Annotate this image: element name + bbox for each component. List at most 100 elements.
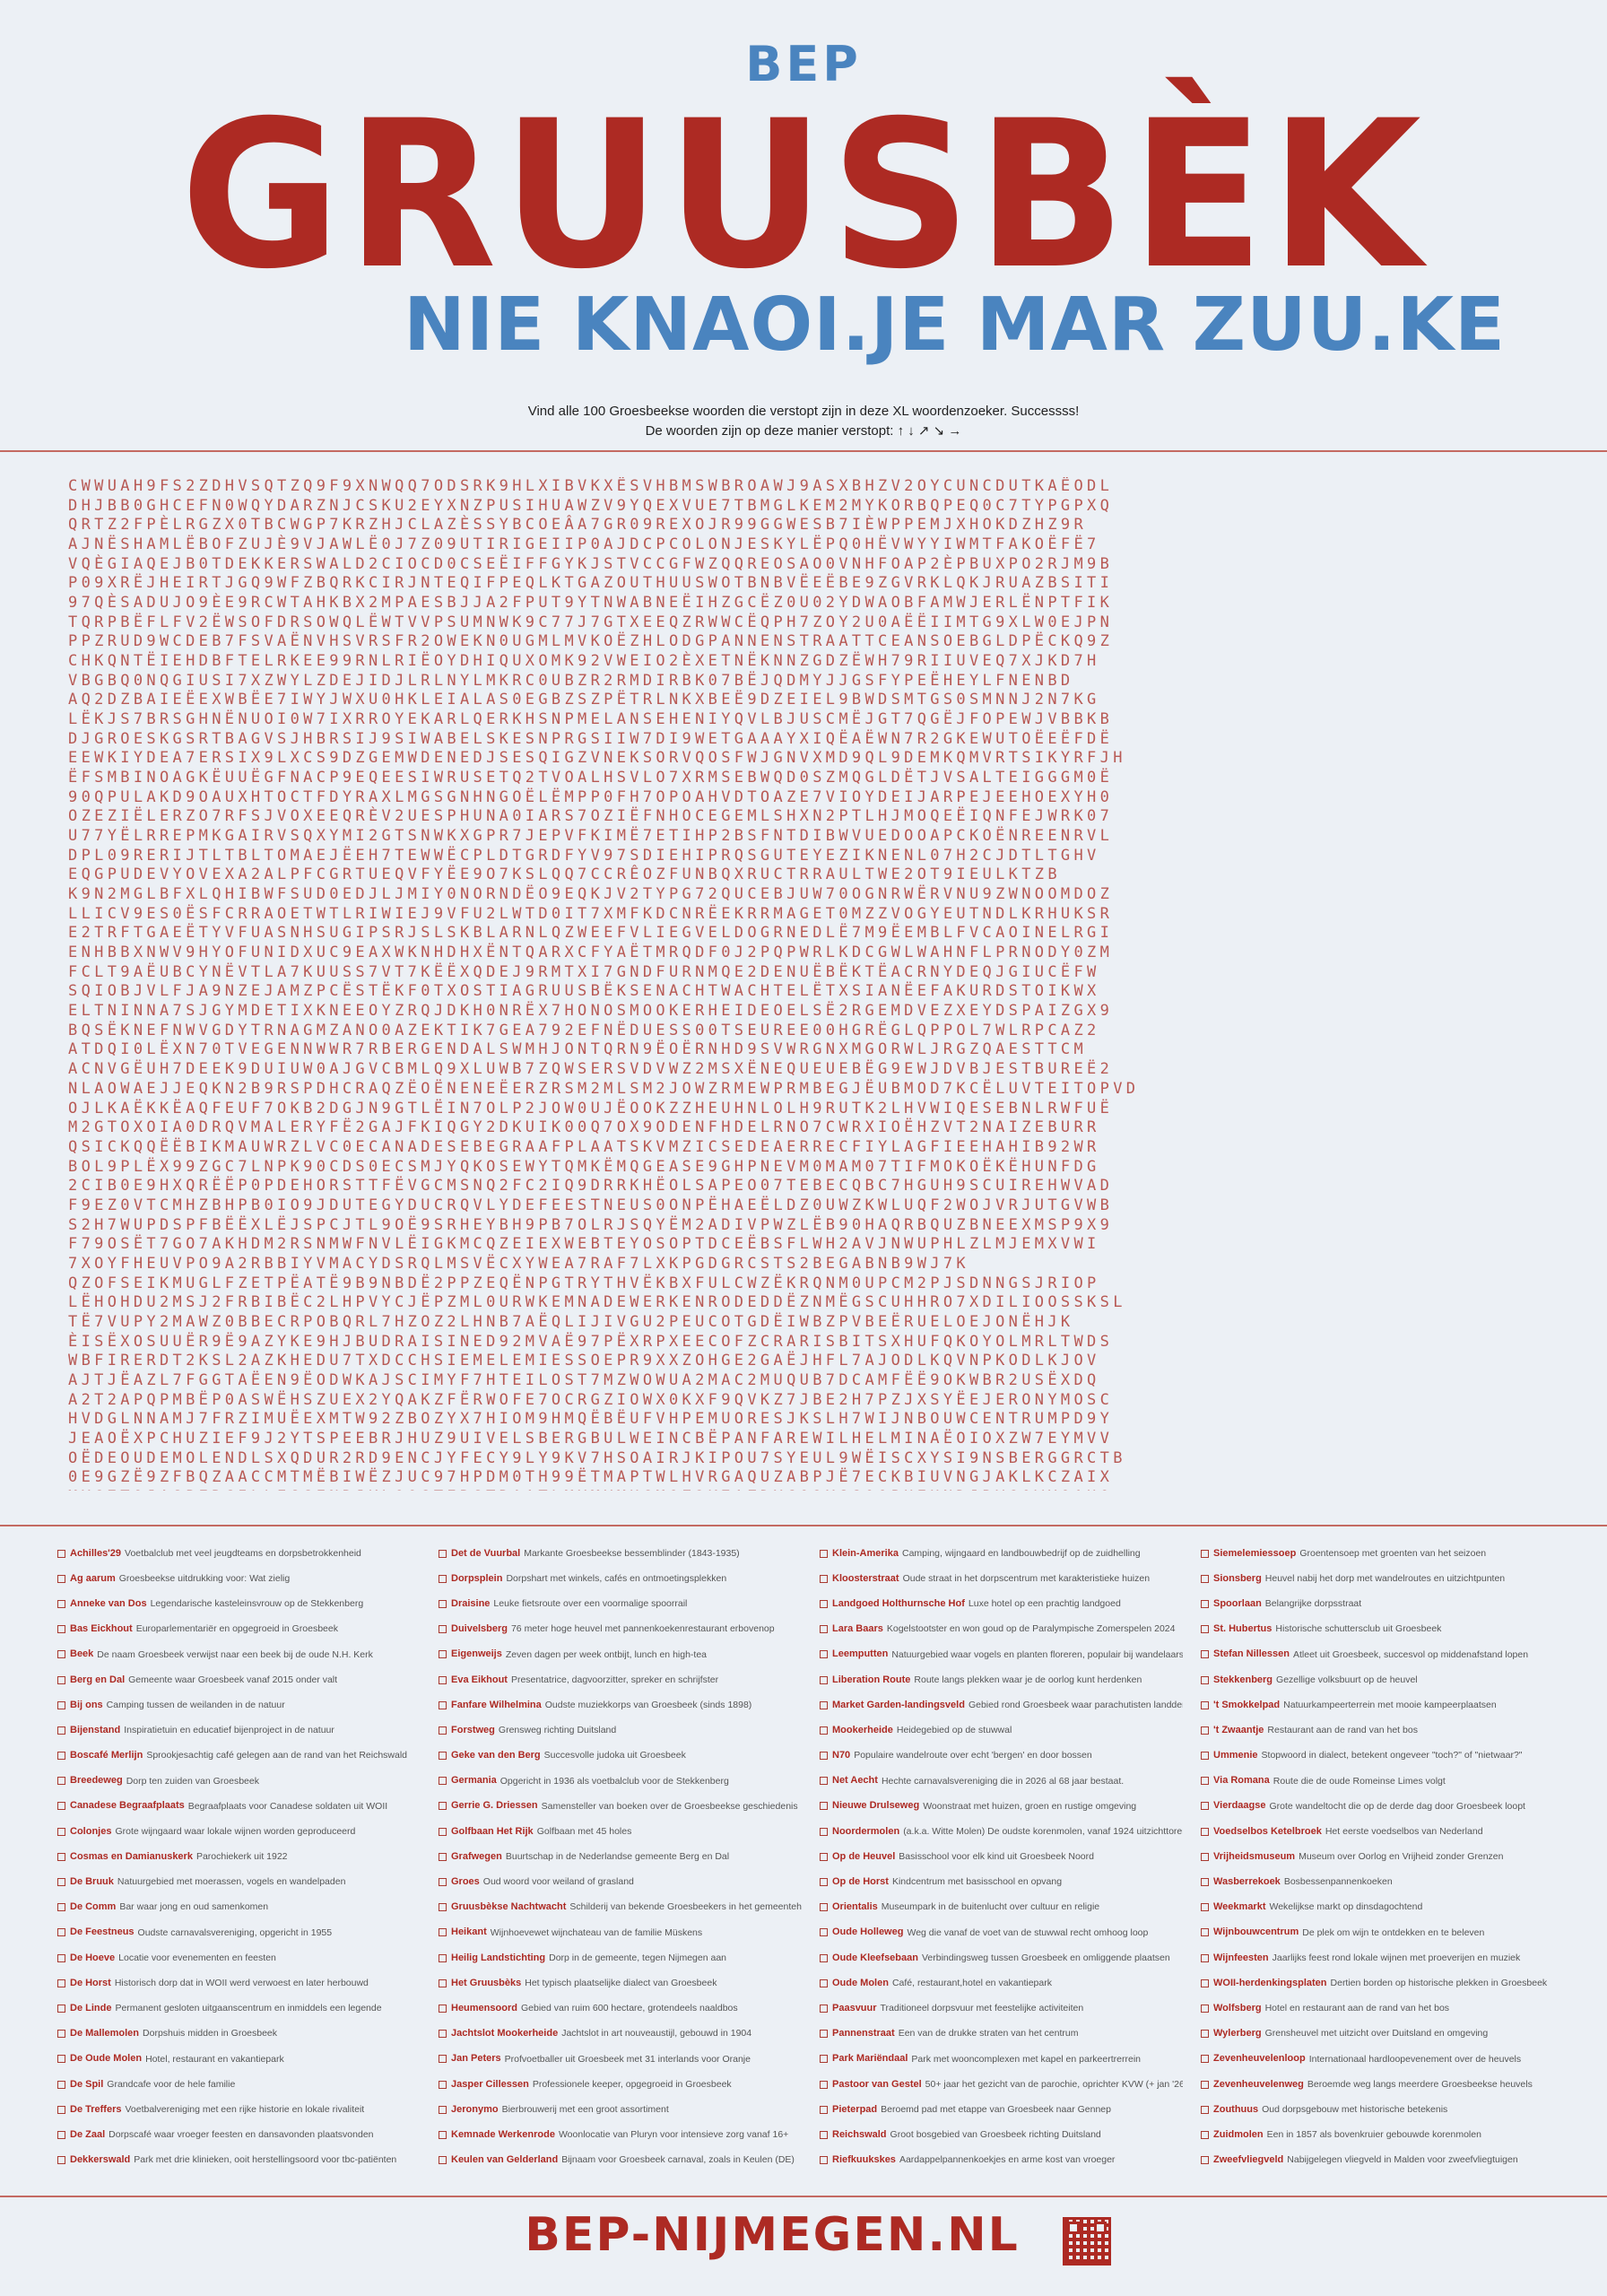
checkbox-icon[interactable] bbox=[820, 1675, 828, 1684]
checkbox-icon[interactable] bbox=[820, 1700, 828, 1709]
checkbox-icon[interactable] bbox=[57, 2004, 65, 2013]
checkbox-icon[interactable] bbox=[820, 1726, 828, 1735]
checkbox-icon[interactable] bbox=[57, 1650, 65, 1659]
checkbox-icon[interactable] bbox=[820, 1852, 828, 1861]
checkbox-icon[interactable] bbox=[439, 2156, 447, 2165]
checkbox-icon[interactable] bbox=[1201, 2156, 1209, 2165]
checkbox-icon[interactable] bbox=[439, 2080, 447, 2089]
checkbox-icon[interactable] bbox=[1201, 1953, 1209, 1962]
checkbox-icon[interactable] bbox=[820, 1777, 828, 1786]
checkbox-icon[interactable] bbox=[1201, 1777, 1209, 1786]
checkbox-icon[interactable] bbox=[820, 1574, 828, 1583]
checkbox-icon[interactable] bbox=[57, 1675, 65, 1684]
checkbox-icon[interactable] bbox=[820, 1903, 828, 1912]
checkbox-icon[interactable] bbox=[439, 1574, 447, 1583]
checkbox-icon[interactable] bbox=[1201, 1700, 1209, 1709]
checkbox-icon[interactable] bbox=[57, 1979, 65, 1987]
checkbox-icon[interactable] bbox=[820, 1599, 828, 1608]
checkbox-icon[interactable] bbox=[1201, 1827, 1209, 1836]
checkbox-icon[interactable] bbox=[57, 2156, 65, 2165]
checkbox-icon[interactable] bbox=[1201, 1599, 1209, 1608]
checkbox-icon[interactable] bbox=[439, 2055, 447, 2064]
checkbox-icon[interactable] bbox=[439, 1549, 447, 1558]
checkbox-icon[interactable] bbox=[1201, 1878, 1209, 1887]
checkbox-icon[interactable] bbox=[1201, 1549, 1209, 1558]
checkbox-icon[interactable] bbox=[439, 1625, 447, 1634]
checkbox-icon[interactable] bbox=[57, 1549, 65, 1558]
checkbox-icon[interactable] bbox=[57, 2080, 65, 2089]
checkbox-icon[interactable] bbox=[439, 1903, 447, 1912]
checkbox-icon[interactable] bbox=[57, 1878, 65, 1887]
checkbox-icon[interactable] bbox=[820, 2105, 828, 2114]
checkbox-icon[interactable] bbox=[57, 1726, 65, 1735]
checkbox-icon[interactable] bbox=[57, 1574, 65, 1583]
checkbox-icon[interactable] bbox=[57, 1827, 65, 1836]
checkbox-icon[interactable] bbox=[1201, 1802, 1209, 1811]
checkbox-icon[interactable] bbox=[57, 1953, 65, 1962]
checkbox-icon[interactable] bbox=[1201, 2004, 1209, 2013]
checkbox-icon[interactable] bbox=[57, 1599, 65, 1608]
checkbox-icon[interactable] bbox=[1201, 1752, 1209, 1761]
checkbox-icon[interactable] bbox=[439, 1650, 447, 1659]
checkbox-icon[interactable] bbox=[439, 1827, 447, 1836]
checkbox-icon[interactable] bbox=[57, 1852, 65, 1861]
checkbox-icon[interactable] bbox=[439, 1599, 447, 1608]
checkbox-icon[interactable] bbox=[439, 1726, 447, 1735]
checkbox-icon[interactable] bbox=[57, 2055, 65, 2064]
checkbox-icon[interactable] bbox=[820, 1752, 828, 1761]
checkbox-icon[interactable] bbox=[439, 1802, 447, 1811]
checkbox-icon[interactable] bbox=[820, 1979, 828, 1987]
checkbox-icon[interactable] bbox=[57, 2130, 65, 2139]
checkbox-icon[interactable] bbox=[1201, 2130, 1209, 2139]
checkbox-icon[interactable] bbox=[1201, 1726, 1209, 1735]
checkbox-icon[interactable] bbox=[57, 1752, 65, 1761]
checkbox-icon[interactable] bbox=[439, 1852, 447, 1861]
checkbox-icon[interactable] bbox=[1201, 2105, 1209, 2114]
checkbox-icon[interactable] bbox=[820, 2130, 828, 2139]
checkbox-icon[interactable] bbox=[57, 1903, 65, 1912]
checkbox-icon[interactable] bbox=[57, 2030, 65, 2039]
checkbox-icon[interactable] bbox=[439, 1878, 447, 1887]
checkbox-icon[interactable] bbox=[820, 1953, 828, 1962]
checkbox-icon[interactable] bbox=[57, 2105, 65, 2114]
checkbox-icon[interactable] bbox=[1201, 2080, 1209, 2089]
checkbox-icon[interactable] bbox=[1201, 1928, 1209, 1937]
qr-code-icon[interactable] bbox=[1063, 2217, 1111, 2266]
checkbox-icon[interactable] bbox=[820, 1625, 828, 1634]
checkbox-icon[interactable] bbox=[820, 2156, 828, 2165]
checkbox-icon[interactable] bbox=[439, 2004, 447, 2013]
checkbox-icon[interactable] bbox=[820, 2004, 828, 2013]
checkbox-icon[interactable] bbox=[820, 1878, 828, 1887]
checkbox-icon[interactable] bbox=[439, 1675, 447, 1684]
checkbox-icon[interactable] bbox=[820, 2055, 828, 2064]
checkbox-icon[interactable] bbox=[1201, 2030, 1209, 2039]
checkbox-icon[interactable] bbox=[820, 1549, 828, 1558]
checkbox-icon[interactable] bbox=[439, 1979, 447, 1987]
checkbox-icon[interactable] bbox=[1201, 1979, 1209, 1987]
checkbox-icon[interactable] bbox=[820, 2080, 828, 2089]
checkbox-icon[interactable] bbox=[1201, 1574, 1209, 1583]
checkbox-icon[interactable] bbox=[57, 1802, 65, 1811]
checkbox-icon[interactable] bbox=[439, 1953, 447, 1962]
checkbox-icon[interactable] bbox=[1201, 2055, 1209, 2064]
checkbox-icon[interactable] bbox=[439, 2030, 447, 2039]
checkbox-icon[interactable] bbox=[820, 1827, 828, 1836]
checkbox-icon[interactable] bbox=[57, 1928, 65, 1937]
checkbox-icon[interactable] bbox=[1201, 1625, 1209, 1634]
checkbox-icon[interactable] bbox=[820, 1650, 828, 1659]
checkbox-icon[interactable] bbox=[820, 1802, 828, 1811]
checkbox-icon[interactable] bbox=[820, 1928, 828, 1937]
checkbox-icon[interactable] bbox=[1201, 1675, 1209, 1684]
checkbox-icon[interactable] bbox=[439, 2130, 447, 2139]
checkbox-icon[interactable] bbox=[820, 2030, 828, 2039]
checkbox-icon[interactable] bbox=[439, 1752, 447, 1761]
checkbox-icon[interactable] bbox=[1201, 1903, 1209, 1912]
checkbox-icon[interactable] bbox=[57, 1700, 65, 1709]
checkbox-icon[interactable] bbox=[1201, 1852, 1209, 1861]
checkbox-icon[interactable] bbox=[439, 1777, 447, 1786]
checkbox-icon[interactable] bbox=[1201, 1650, 1209, 1659]
checkbox-icon[interactable] bbox=[439, 1928, 447, 1937]
checkbox-icon[interactable] bbox=[439, 1700, 447, 1709]
checkbox-icon[interactable] bbox=[439, 2105, 447, 2114]
checkbox-icon[interactable] bbox=[57, 1777, 65, 1786]
